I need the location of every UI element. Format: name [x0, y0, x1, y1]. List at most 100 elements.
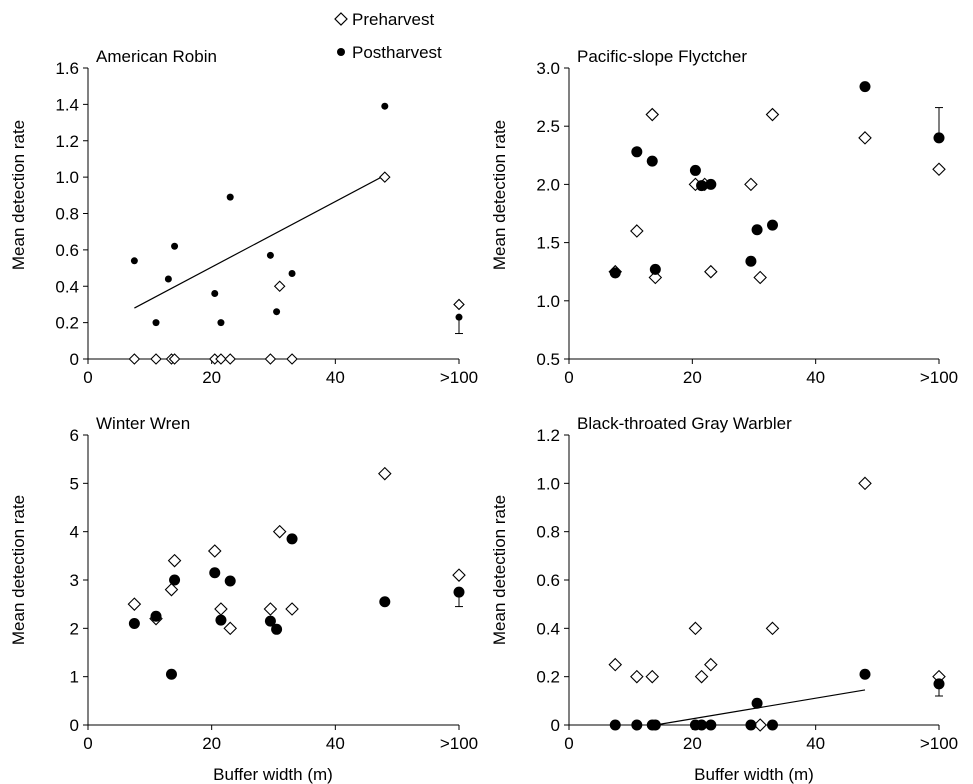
x-tick-label: 0 [564, 368, 573, 387]
postharvest-point [751, 224, 763, 236]
y-tick-label: 1 [70, 668, 79, 687]
preharvest-point [704, 264, 718, 279]
y-tick-label: 1.5 [536, 234, 560, 253]
postharvest-point [767, 219, 778, 231]
panel-american-robin: 0 0.2 0.4 0.6 0.8 1.0 1.2 1.4 1.6 0 20 40 >100 Americ… [9, 47, 478, 387]
preharvest-point [753, 270, 767, 285]
y-tick-label: 0 [70, 716, 79, 735]
legend-postharvest-marker [337, 48, 345, 56]
postharvest-point [859, 668, 871, 680]
preharvest-point [272, 524, 287, 539]
preharvest-point [630, 224, 644, 238]
y-tick-label: 0.5 [536, 350, 560, 369]
y-tick-label: 2.5 [536, 117, 560, 136]
preharvest-point [127, 597, 142, 611]
postharvest-point [933, 132, 945, 144]
y-axis-label: Mean detection rate [490, 495, 509, 645]
y-axis-label: Mean detection rate [490, 120, 509, 270]
preharvest-point [215, 353, 227, 365]
preharvest-point [453, 298, 465, 311]
x-tick-label: 20 [683, 368, 702, 387]
y-tick-label: 5 [70, 474, 79, 493]
x-tick-label: 40 [806, 368, 825, 387]
y-tick-label: 1.0 [536, 474, 560, 493]
preharvest-point [648, 270, 663, 285]
preharvest-point [704, 657, 718, 672]
y-tick-label: 0.6 [536, 571, 560, 590]
preharvest-point [744, 177, 758, 192]
postharvest-point [696, 180, 708, 192]
preharvest-point [753, 718, 767, 732]
preharvest-point [765, 107, 780, 122]
preharvest-point [164, 582, 179, 597]
x-tick-label: >100 [920, 368, 958, 387]
postharvest-point [150, 610, 162, 622]
postharvest-point [379, 596, 391, 608]
postharvest-point [264, 615, 276, 627]
postharvest-point [745, 255, 757, 267]
x-tick-label: >100 [440, 368, 478, 387]
postharvest-point [705, 178, 717, 190]
y-tick-label: 0 [551, 716, 560, 735]
preharvest-point [932, 162, 946, 177]
postharvest-point [649, 263, 661, 275]
y-tick-label: 0.8 [55, 205, 79, 224]
preharvest-point [273, 280, 286, 293]
postharvest-point [609, 267, 621, 279]
preharvest-point [765, 621, 780, 636]
postharvest-point [609, 719, 621, 731]
postharvest-point [164, 275, 172, 283]
postharvest-point [169, 574, 181, 586]
postharvest-point [689, 164, 701, 176]
y-tick-label: 0.4 [536, 619, 560, 638]
y-tick-label: 1.2 [536, 426, 560, 445]
preharvest-point [694, 669, 709, 684]
legend-postharvest-label: Postharvest [352, 43, 442, 62]
preharvest-point [207, 544, 222, 558]
y-tick-label: 1.2 [55, 132, 79, 151]
postharvest-point [646, 155, 658, 167]
postharvest-point [217, 319, 225, 327]
preharvest-point [128, 353, 141, 365]
postharvest-point [130, 257, 138, 265]
legend-preharvest-label: Preharvest [352, 10, 434, 29]
x-tick-label: 40 [326, 734, 345, 753]
y-tick-label: 0.2 [55, 314, 79, 333]
x-tick-label: >100 [920, 734, 958, 753]
y-axis-label: Mean detection rate [9, 120, 28, 270]
y-tick-label: 0.4 [55, 277, 79, 296]
y-tick-label: 0.6 [55, 241, 79, 260]
x-tick-label: 40 [326, 368, 345, 387]
preharvest-point [286, 353, 298, 365]
preharvest-point [378, 466, 392, 481]
preharvest-point [608, 657, 623, 672]
preharvest-point [167, 553, 182, 568]
preharvest-point [452, 568, 466, 582]
postharvest-point [286, 533, 298, 545]
postharvest-point [288, 270, 296, 278]
postharvest-point [696, 719, 708, 731]
y-axis-label: Mean detection rate [9, 495, 28, 645]
y-tick-label: 1.0 [536, 292, 560, 311]
postharvest-point [705, 719, 717, 731]
x-tick-label: 0 [564, 734, 573, 753]
postharvest-point [273, 308, 281, 316]
preharvest-point [223, 621, 237, 636]
postharvest-point [215, 614, 227, 626]
postharvest-point [381, 102, 389, 110]
postharvest-point [171, 242, 179, 250]
x-tick-label: 0 [83, 368, 92, 387]
y-tick-label: 2 [70, 619, 79, 638]
panel-pacific-slope-flycatcher: 0.5 1.0 1.5 2.0 2.5 3.0 0 20 40 >100 Pacific-slope… [490, 47, 958, 387]
postharvest-point [128, 618, 140, 629]
postharvest-point [165, 668, 177, 680]
postharvest-point [455, 313, 463, 321]
x-tick-label: >100 [440, 734, 478, 753]
y-tick-label: 3.0 [536, 59, 560, 78]
y-tick-label: 4 [70, 523, 79, 542]
postharvest-point [859, 81, 871, 93]
y-tick-label: 2.0 [536, 175, 560, 194]
trend-line [134, 174, 386, 309]
postharvest-point [631, 719, 643, 731]
postharvest-point [266, 251, 274, 259]
